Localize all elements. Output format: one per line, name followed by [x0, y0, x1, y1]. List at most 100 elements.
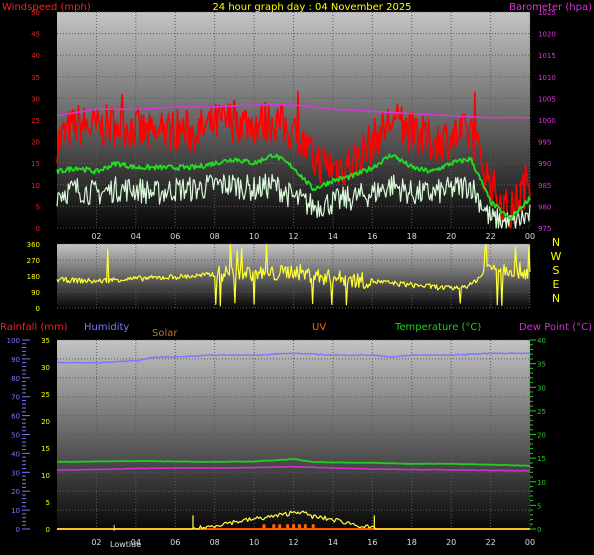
uv-bar [311, 524, 315, 529]
temperature-hour-tick-label: 20 [446, 538, 456, 547]
humidity-tick-label: 40 [11, 450, 20, 458]
direction-axis: 0 90 180 270 360 [27, 241, 40, 313]
dew-point-axis-title: Dew Point (°C) [519, 322, 592, 333]
wind-hour-tick-label: 18 [407, 232, 417, 241]
compass-label: S [553, 264, 560, 277]
temperature-hour-tick-label: 04 [131, 538, 141, 547]
temperature-axis-title: Temperature (°C) [394, 322, 481, 333]
rainfall-axis-title: Rainfall (mm) [0, 322, 68, 333]
solar-series [57, 510, 530, 530]
lowtide-annotation: Lowtide [110, 540, 141, 549]
direction-grid [57, 243, 531, 309]
compass-label: N [552, 292, 560, 305]
rainfall-tick-label: 35 [41, 337, 50, 345]
temperature-hour-axis: 02 04 06 08 10 12 14 16 18 20 22 00 [91, 538, 535, 547]
windspeed-tick-label: 25 [31, 117, 40, 125]
temperature-hour-tick-label: 14 [328, 538, 338, 547]
barometer-tick-label: 1005 [538, 95, 556, 103]
temperature-hour-tick-label: 10 [249, 538, 259, 547]
wind-hour-tick-label: 08 [210, 232, 220, 241]
barometer-tick-label: 1020 [538, 31, 556, 39]
windspeed-tick-label: 35 [31, 74, 40, 82]
wind-hour-tick-label: 02 [91, 232, 101, 241]
humidity-tick-label: 80 [11, 375, 20, 383]
temperature-tick-label: 5 [537, 502, 541, 510]
wind-gust-series [56, 90, 531, 229]
humidity-tick-label: 30 [11, 469, 20, 477]
humidity-tick-label: 100 [7, 337, 20, 345]
temperature-tick-label: 40 [537, 337, 546, 345]
wind-hour-tick-label: 04 [131, 232, 141, 241]
rainfall-tick-label: 5 [46, 499, 50, 507]
direction-tick-label: 90 [31, 289, 40, 297]
windspeed-tick-label: 30 [31, 95, 40, 103]
compass-label: W [551, 250, 562, 263]
compass-label: E [553, 278, 560, 291]
windspeed-tick-label: 5 [36, 203, 40, 211]
temperature-tick-label: 15 [537, 455, 546, 463]
humidity-tick-label: 70 [11, 394, 20, 402]
rainfall-tick-label: 15 [41, 445, 50, 453]
rainfall-tick-label: 20 [41, 418, 50, 426]
temperature-axes: 0 10 20 30 40 50 60 70 80 90 100 0 5 10 15 20 25 30 35 0 5 10… [7, 337, 546, 534]
windspeed-tick-label: 45 [31, 31, 40, 39]
temperature-hour-tick-label: 00 [525, 538, 535, 547]
uv-bar [262, 524, 266, 529]
windspeed-tick-label: 50 [31, 9, 40, 17]
rainfall-tick-label: 10 [41, 472, 50, 480]
barometer-tick-label: 975 [538, 225, 551, 233]
barometer-tick-label: 1015 [538, 52, 556, 60]
wind-direction-series [56, 243, 531, 307]
rainfall-tick-label: 30 [41, 364, 50, 372]
windspeed-tick-label: 15 [31, 160, 40, 168]
temperature-hour-tick-label: 02 [91, 538, 101, 547]
temperature-tick-label: 0 [537, 526, 541, 534]
wind-hour-tick-label: 06 [170, 232, 180, 241]
humidity-tick-label: 10 [11, 507, 20, 515]
humidity-tick-label: 20 [11, 488, 20, 496]
barometer-axis-title: Barometer (hpa) [509, 2, 592, 13]
dew-point-series [56, 465, 531, 472]
temperature-series [56, 352, 531, 531]
temperature-hour-tick-label: 22 [485, 538, 495, 547]
windspeed-axis-title: Windspeed (mph) [2, 2, 91, 13]
wind-hour-tick-label: 14 [328, 232, 338, 241]
barometer-tick-label: 1000 [538, 117, 556, 125]
direction-tick-label: 0 [36, 305, 40, 313]
temperature-tick-label: 25 [537, 408, 546, 416]
barometer-tick-label: 980 [538, 203, 551, 211]
temperature-tick-label: 20 [537, 432, 546, 440]
wind-hour-tick-label: 10 [249, 232, 259, 241]
windspeed-tick-label: 40 [31, 52, 40, 60]
barometer-tick-label: 985 [538, 182, 551, 190]
barometer-tick-label: 1010 [538, 74, 556, 82]
temperature-hour-tick-label: 16 [367, 538, 377, 547]
direction-series [56, 243, 531, 307]
humidity-tick-label: 0 [16, 526, 20, 534]
uv-bar [278, 524, 282, 529]
windspeed-axis: 0 5 10 15 20 25 30 35 40 45 50 [31, 9, 40, 233]
direction-tick-label: 270 [27, 257, 40, 265]
direction-tick-label: 180 [27, 273, 40, 281]
barometer-tick-label: 990 [538, 160, 551, 168]
windspeed-tick-label: 0 [36, 225, 40, 233]
humidity-tick-label: 60 [11, 413, 20, 421]
temperature-hour-tick-label: 06 [170, 538, 180, 547]
wind-series [56, 90, 531, 229]
wind-hour-tick-label: 12 [288, 232, 298, 241]
humidity-tick-label: 50 [11, 432, 20, 440]
uv-bar [303, 524, 307, 529]
wind-hour-tick-label: 16 [367, 232, 377, 241]
uv-bar [297, 524, 301, 529]
wind-average-series [56, 153, 531, 221]
windspeed-tick-label: 20 [31, 139, 40, 147]
wind-hour-axis: 02 04 06 08 10 12 14 16 18 20 22 00 [91, 232, 535, 241]
chart-title: 24 hour graph day : 04 November 2025 [212, 2, 411, 13]
temperature-tick-label: 30 [537, 384, 546, 392]
humidity-tick-label: 90 [11, 356, 20, 364]
uv-axis-title: UV [312, 322, 326, 333]
wind-speed-series [56, 173, 531, 229]
solar-axis-title: Solar [152, 328, 178, 339]
